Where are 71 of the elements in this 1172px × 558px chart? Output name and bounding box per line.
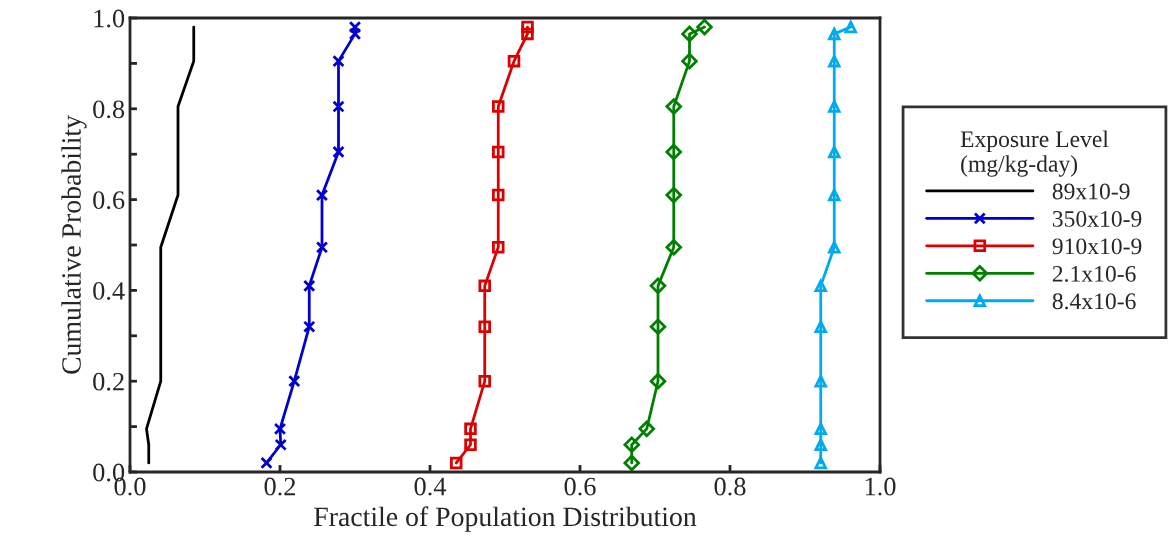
point	[332, 54, 345, 68]
point	[665, 239, 683, 256]
point	[260, 456, 273, 470]
point	[303, 320, 316, 333]
legend-label: 8.4x10-6	[1052, 293, 1136, 310]
point	[492, 241, 505, 254]
point	[478, 320, 491, 333]
y-tick-label: 1.0	[94, 9, 125, 28]
point	[623, 436, 641, 454]
x-tick-label: 0.6	[564, 477, 596, 496]
y-tick-label: 0.8	[93, 100, 125, 119]
point	[828, 188, 841, 202]
y-tick-label: 0.2	[93, 372, 124, 391]
point	[332, 100, 345, 113]
point	[681, 25, 698, 43]
point	[478, 279, 491, 293]
legend-label: 910x10-9	[1052, 238, 1142, 255]
y-tick-label: 0.4	[93, 282, 125, 300]
point	[521, 27, 534, 41]
point	[315, 241, 329, 254]
point	[638, 420, 656, 438]
point	[478, 374, 491, 388]
point	[649, 372, 667, 390]
x-tick-label: 1.0	[865, 477, 896, 496]
x-tick-label: 0.8	[714, 477, 746, 496]
y-axis-title: Cumulative Probability	[61, 115, 87, 374]
x-tick-label: 0.2	[264, 477, 296, 496]
x-axis-title: Fractile of Population Distribution	[314, 506, 697, 532]
point	[814, 279, 827, 293]
point	[507, 54, 521, 68]
point	[649, 277, 667, 295]
point	[828, 241, 841, 254]
point	[315, 188, 329, 202]
point	[464, 422, 477, 436]
point	[828, 100, 841, 113]
point	[348, 27, 362, 41]
point	[814, 438, 827, 452]
legend-label: 350x10-9	[1052, 210, 1142, 227]
point	[828, 145, 841, 159]
point	[681, 52, 698, 70]
point	[450, 456, 463, 470]
legend-title: Exposure Level (mg/kg-day)	[960, 130, 1109, 177]
point	[348, 20, 362, 34]
point	[844, 20, 857, 34]
point	[814, 422, 827, 436]
point	[492, 188, 505, 202]
x-tick-label: 0.4	[414, 477, 447, 496]
line-series	[145, 25, 196, 465]
point	[623, 454, 641, 472]
point	[464, 438, 477, 452]
point	[665, 143, 683, 161]
point	[814, 320, 827, 333]
point	[828, 54, 841, 68]
point	[665, 186, 683, 204]
point	[828, 27, 841, 41]
point	[814, 456, 827, 470]
point	[696, 18, 713, 36]
point	[521, 20, 534, 34]
point	[288, 374, 301, 388]
point	[303, 279, 316, 293]
y-tick-label: 0.6	[93, 191, 125, 210]
legend-label: 2.1x10-6	[1052, 265, 1136, 282]
point	[649, 318, 667, 335]
point	[814, 374, 827, 388]
point	[332, 145, 345, 159]
point	[273, 422, 287, 436]
point	[665, 98, 683, 115]
point	[274, 438, 287, 452]
point	[492, 100, 505, 113]
point	[492, 145, 505, 159]
legend-label: 89x10-9	[1052, 183, 1130, 200]
